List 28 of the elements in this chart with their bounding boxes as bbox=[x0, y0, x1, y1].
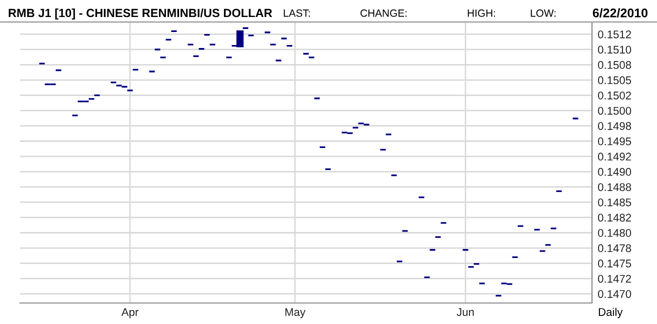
y-tick-label: 0.1478 bbox=[598, 244, 632, 252]
y-tick-label: 0.1472 bbox=[598, 274, 631, 283]
y-tick-label: 0.1495 bbox=[598, 137, 632, 146]
x-tick-label: Apr bbox=[121, 308, 138, 318]
x-tick-label: Jun bbox=[456, 308, 474, 316]
text: 6/22/2010 bbox=[592, 8, 648, 18]
y-tick-label: 0.1485 bbox=[598, 198, 632, 206]
text: Daily bbox=[598, 308, 623, 318]
text: CHANGE: bbox=[360, 9, 407, 17]
y-tick-label: 0.1500 bbox=[598, 106, 632, 115]
y-tick-label: 0.1475 bbox=[598, 260, 632, 268]
x-tick-label: May bbox=[285, 308, 306, 318]
y-tick-label: 0.1490 bbox=[598, 168, 632, 176]
y-tick-label: 0.1502 bbox=[598, 92, 631, 100]
y-tick-label: 0.1480 bbox=[598, 229, 632, 237]
y-tick-label: 0.1470 bbox=[598, 290, 632, 298]
text: HIGH: bbox=[468, 9, 495, 17]
y-tick-label: 0.1508 bbox=[598, 61, 632, 69]
text: LOW: bbox=[530, 9, 556, 17]
y-tick-label: 0.1492 bbox=[598, 152, 631, 161]
y-tick-label: 0.1482 bbox=[598, 214, 631, 222]
y-tick-label: 0.1510 bbox=[598, 46, 632, 54]
text: LAST: bbox=[284, 9, 310, 17]
y-tick-label: 0.1498 bbox=[598, 122, 632, 130]
y-tick-label: 0.1512 bbox=[598, 30, 631, 38]
y-tick-label: 0.1505 bbox=[598, 76, 632, 84]
chart-title: RMB J1 [10] - CHINESE RENMINBI/US DOLLAR bbox=[8, 8, 272, 20]
y-tick-label: 0.1488 bbox=[598, 183, 632, 192]
